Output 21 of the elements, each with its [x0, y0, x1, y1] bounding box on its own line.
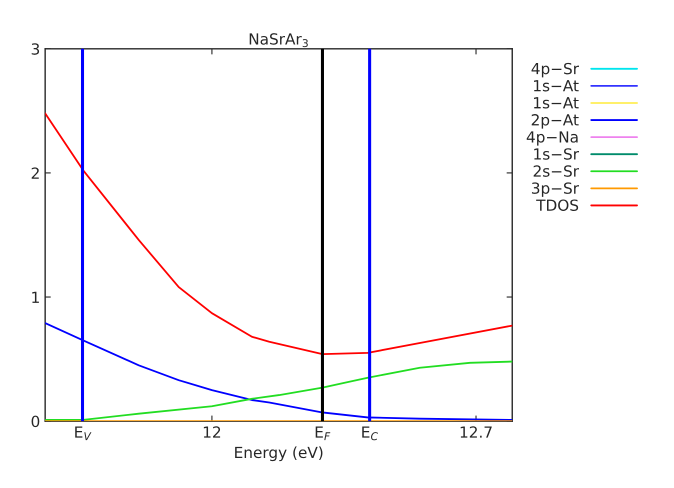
- chart-title: NaSrAr$_{3}$: [250, 33, 308, 48]
- x-tick-label: E$_{V}$: [75, 426, 92, 440]
- legend-label: 1s−At: [534, 80, 579, 92]
- legend-label: 1s−At: [534, 97, 579, 109]
- x-tick-label: E$_{F}$: [316, 426, 330, 440]
- legend-label: 4p−Sr: [532, 62, 579, 78]
- legend-label: 2p−At: [532, 114, 579, 129]
- legend-label: TDOS: [536, 199, 578, 211]
- line-series: [45, 112, 512, 356]
- x-tick-label: E$_{C}$: [362, 426, 378, 440]
- legend-label: 1s−Sr: [534, 148, 579, 160]
- legend-label: 2s−Sr: [534, 165, 579, 177]
- y-tick-label: 0: [32, 416, 40, 428]
- y-tick-label: 2: [32, 167, 39, 179]
- legend-label: 4p−Na: [526, 131, 578, 146]
- x-axis-title: Energy (eV): [235, 446, 322, 462]
- y-tick-label: 1: [32, 292, 39, 303]
- y-tick-label: 3: [32, 43, 40, 55]
- x-tick-label: 12.7: [460, 426, 492, 438]
- legend-label: 3p−Sr: [532, 182, 579, 197]
- x-tick-label: 12: [204, 426, 220, 438]
